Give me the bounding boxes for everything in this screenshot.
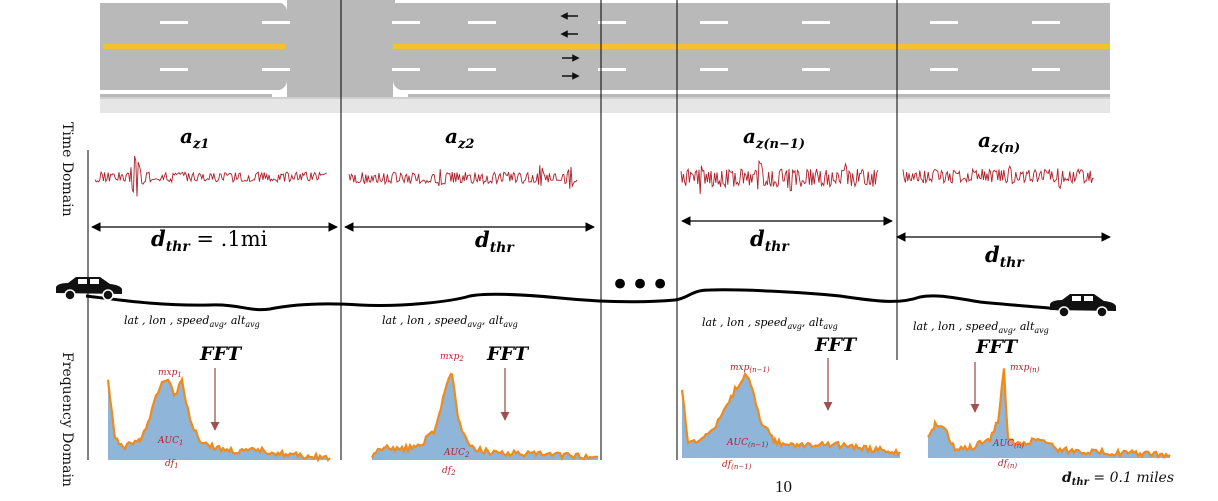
gps-features-n: lat , lon , speedavg, altavg [913,320,1049,335]
svg-text:az(n): az(n) [978,128,1020,156]
ellipsis: ••• [610,265,670,305]
fft-label-n: FFT [975,336,1019,358]
fft-label-1: FFT [199,343,243,365]
waveform-3 [680,159,879,195]
center-line-left [103,44,285,49]
car-icon-start [56,277,122,301]
svg-text:dthr: dthr [475,227,515,256]
spectrum-area-4 [928,368,1170,458]
spectrum-line-3 [680,371,901,457]
svg-text:dthr = .1mi: dthr = .1mi [151,226,268,255]
signal-title-n: az(n) [978,128,1020,156]
distance-label-n-1: dthr [750,226,790,255]
svg-text:AUC(n): AUC(n) [992,439,1024,450]
fft-label-2: FFT [486,343,530,365]
svg-text:mxp(n−1): mxp(n−1) [730,363,770,374]
spectrum-line-4 [927,368,1171,459]
road [100,0,1110,113]
svg-text:az2: az2 [445,124,474,152]
fft-label-n-1: FFT [814,334,858,356]
distance-label-2: dthr [475,227,515,256]
spectrum-area-2 [372,374,598,460]
svg-text:lat , lon , speedavg, altavg: lat , lon , speedavg, altavg [913,320,1049,335]
threshold-note: dthr = 0.1 miles [1062,470,1174,488]
svg-text:dthr: dthr [985,242,1025,271]
svg-text:df(n−1): df(n−1) [722,460,752,471]
svg-text:mxp1: mxp1 [158,368,182,379]
svg-text:AUC(n−1): AUC(n−1) [726,438,769,449]
lane-dashes [160,21,1060,71]
svg-text:dthr: dthr [750,226,790,255]
spectrum-annotations-n-1: mxp(n−1) AUC(n−1) df(n−1) [722,363,770,471]
svg-text:lat , lon , speedavg, altavg: lat , lon , speedavg, altavg [382,314,518,329]
spectrum-area-3 [682,373,900,458]
spectrum-annotations-n: mxp(n) AUC(n) df(n) [992,363,1040,470]
traffic-direction-arrows [560,12,580,80]
waveform-1 [94,155,327,197]
spectrum-annotations-1: mxp1 AUC1 df1 [157,368,183,470]
svg-text:lat , lon , speedavg, altavg: lat , lon , speedavg, altavg [702,316,838,331]
svg-text:df(n): df(n) [998,459,1017,470]
page-number: 10 [775,477,792,496]
distance-label-1: dthr = .1mi [151,226,268,255]
fft-pointer-arrows [210,358,980,431]
signal-title-n-1: az(n−1) [743,124,805,152]
intersection [285,0,395,100]
svg-text:df2: df2 [442,466,456,477]
svg-text:az1: az1 [180,124,209,152]
svg-text:AUC1: AUC1 [157,436,183,447]
gps-features-1: lat , lon , speedavg, altavg [124,314,260,329]
spectrum-area-1 [108,379,330,460]
segment-dividers [87,0,898,460]
gps-features-2: lat , lon , speedavg, altavg [382,314,518,329]
spectrum-line-2 [371,372,599,461]
distance-arrows [91,216,1111,242]
svg-text:az(n−1): az(n−1) [743,124,805,152]
svg-text:mxp2: mxp2 [440,352,464,363]
svg-text:lat , lon , speedavg, altavg: lat , lon , speedavg, altavg [124,314,260,329]
svg-text:df1: df1 [165,459,179,470]
waveform-2 [348,165,578,189]
spectrum-annotations-2: mxp2 AUC2 df2 [440,352,470,477]
signal-title-2: az2 [445,124,474,152]
gps-features-n-1: lat , lon , speedavg, altavg [702,316,838,331]
center-line-right [393,44,1110,49]
distance-label-n: dthr [985,242,1025,271]
vehicle-trajectory [85,288,1061,312]
signal-title-1: az1 [180,124,209,152]
spectrum-line-1 [106,375,331,463]
frequency-spectra [106,368,1171,463]
time-domain-label: Time Domain [59,122,75,217]
svg-text:mxp(n): mxp(n) [1010,363,1040,374]
car-icon-end [1050,294,1116,318]
svg-text:dthr = 0.1 miles: dthr = 0.1 miles [1062,470,1174,488]
svg-text:AUC2: AUC2 [443,448,470,459]
frequency-domain-label: Frequency Domain [59,352,75,487]
waveform-4 [902,164,1094,190]
acceleration-waveforms [94,155,1094,197]
